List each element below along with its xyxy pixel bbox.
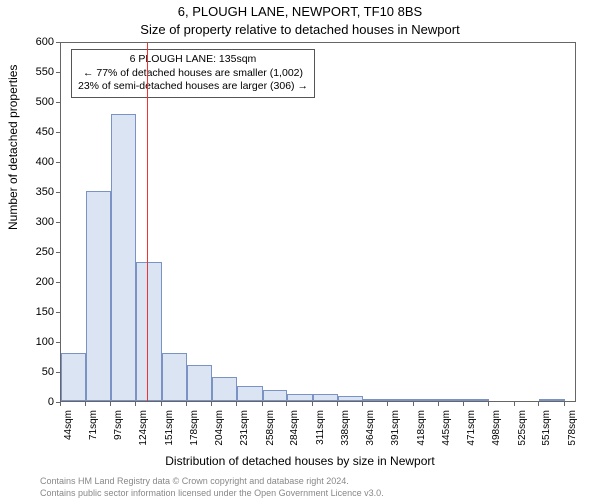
x-tick-label: 364sqm	[365, 410, 376, 446]
x-tick-label: 231sqm	[239, 410, 250, 446]
x-tick-label: 311sqm	[315, 410, 326, 445]
y-tick-label: 0	[26, 396, 54, 408]
y-tick-label: 200	[26, 276, 54, 288]
histogram-bar	[464, 399, 489, 401]
x-tick-label: 44sqm	[63, 410, 74, 440]
x-tick-mark	[538, 402, 539, 406]
x-tick-mark	[135, 402, 136, 406]
y-tick-label: 500	[26, 96, 54, 108]
x-tick-mark	[286, 402, 287, 406]
x-tick-label: 97sqm	[113, 410, 124, 440]
x-tick-mark	[110, 402, 111, 406]
x-tick-mark	[60, 402, 61, 406]
histogram-bar	[237, 386, 262, 401]
x-tick-label: 71sqm	[88, 410, 99, 440]
histogram-bar	[388, 399, 413, 401]
histogram-bar	[313, 394, 338, 401]
histogram-bar	[162, 353, 187, 401]
x-tick-label: 471sqm	[466, 410, 477, 446]
histogram-bar	[187, 365, 212, 401]
histogram-bar	[136, 262, 161, 401]
y-tick-label: 450	[26, 126, 54, 138]
plot-area: 6 PLOUGH LANE: 135sqm ← 77% of detached …	[60, 42, 576, 402]
x-tick-label: 204sqm	[214, 410, 225, 446]
x-tick-mark	[161, 402, 162, 406]
x-tick-mark	[186, 402, 187, 406]
x-tick-mark	[488, 402, 489, 406]
x-tick-mark	[514, 402, 515, 406]
x-tick-label: 445sqm	[441, 410, 452, 446]
x-axis-label: Distribution of detached houses by size …	[0, 454, 600, 468]
y-tick-label: 400	[26, 156, 54, 168]
x-axis-ticks: 44sqm71sqm97sqm124sqm151sqm178sqm204sqm2…	[60, 402, 576, 442]
y-tick-label: 150	[26, 306, 54, 318]
x-tick-mark	[564, 402, 565, 406]
chart-subtitle: Size of property relative to detached ho…	[0, 22, 600, 37]
x-tick-mark	[236, 402, 237, 406]
x-tick-mark	[362, 402, 363, 406]
x-tick-label: 124sqm	[138, 410, 149, 446]
annotation-line-3: 23% of semi-detached houses are larger (…	[78, 80, 308, 94]
x-tick-mark	[463, 402, 464, 406]
histogram-bar	[111, 114, 136, 401]
x-tick-label: 338sqm	[340, 410, 351, 446]
chart-container: 6, PLOUGH LANE, NEWPORT, TF10 8BS Size o…	[0, 0, 600, 500]
annotation-line-2: ← 77% of detached houses are smaller (1,…	[78, 67, 308, 81]
x-tick-label: 578sqm	[567, 410, 578, 446]
histogram-bar	[263, 390, 288, 401]
annotation-line-1: 6 PLOUGH LANE: 135sqm	[78, 53, 308, 67]
histogram-bar	[61, 353, 86, 401]
histogram-bar	[539, 399, 564, 401]
x-tick-label: 258sqm	[265, 410, 276, 446]
x-tick-label: 551sqm	[541, 410, 552, 446]
x-tick-label: 498sqm	[491, 410, 502, 446]
y-tick-label: 100	[26, 336, 54, 348]
y-tick-label: 600	[26, 36, 54, 48]
page-title: 6, PLOUGH LANE, NEWPORT, TF10 8BS	[0, 4, 600, 19]
y-tick-label: 350	[26, 186, 54, 198]
y-axis-label: Number of detached properties	[6, 65, 20, 230]
histogram-bar	[439, 399, 464, 401]
x-tick-label: 418sqm	[416, 410, 427, 446]
histogram-bar	[414, 399, 439, 401]
x-tick-mark	[438, 402, 439, 406]
histogram-bar	[363, 399, 388, 401]
y-tick-label: 300	[26, 216, 54, 228]
y-axis-ticks: 050100150200250300350400450500550600	[28, 42, 58, 402]
histogram-bar	[86, 191, 111, 401]
y-tick-label: 250	[26, 246, 54, 258]
x-tick-mark	[413, 402, 414, 406]
x-tick-label: 284sqm	[289, 410, 300, 446]
x-tick-label: 178sqm	[189, 410, 200, 446]
x-tick-mark	[312, 402, 313, 406]
x-tick-mark	[85, 402, 86, 406]
marker-line	[147, 43, 148, 401]
x-tick-mark	[337, 402, 338, 406]
x-tick-label: 525sqm	[517, 410, 528, 446]
x-tick-mark	[387, 402, 388, 406]
histogram-bar	[212, 377, 237, 401]
x-tick-mark	[211, 402, 212, 406]
y-tick-label: 550	[26, 66, 54, 78]
histogram-bar	[338, 396, 363, 401]
footer-copyright-1: Contains HM Land Registry data © Crown c…	[40, 476, 349, 486]
histogram-bar	[287, 394, 312, 401]
x-tick-label: 151sqm	[164, 410, 175, 446]
x-tick-mark	[262, 402, 263, 406]
y-tick-label: 50	[26, 366, 54, 378]
annotation-box: 6 PLOUGH LANE: 135sqm ← 77% of detached …	[71, 49, 315, 98]
footer-copyright-2: Contains public sector information licen…	[40, 488, 384, 498]
x-tick-label: 391sqm	[390, 410, 401, 446]
